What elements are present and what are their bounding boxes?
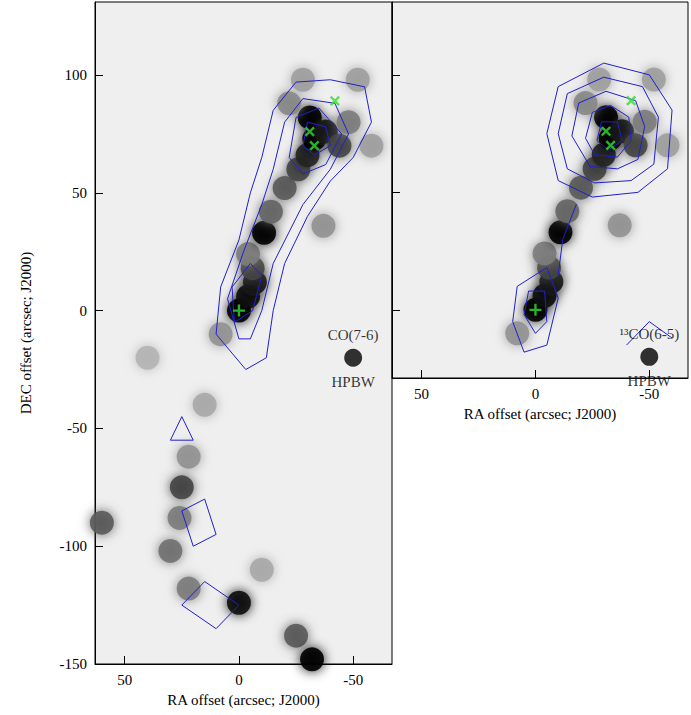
svg-text:RA offset (arcsec; J2000): RA offset (arcsec; J2000) <box>167 692 320 709</box>
svg-text:CO(7-6): CO(7-6) <box>328 327 379 344</box>
svg-text:0: 0 <box>80 303 88 319</box>
svg-text:-50: -50 <box>343 672 363 688</box>
svg-text:RA offset (arcsec; J2000): RA offset (arcsec; J2000) <box>464 406 617 423</box>
svg-text:DEC offset (arcsec; J2000): DEC offset (arcsec; J2000) <box>18 252 35 415</box>
svg-text:¹³CO(6-5): ¹³CO(6-5) <box>619 326 679 343</box>
svg-text:0: 0 <box>532 386 540 402</box>
svg-text:50: 50 <box>72 185 87 201</box>
svg-text:50: 50 <box>117 672 132 688</box>
svg-text:50: 50 <box>414 386 429 402</box>
svg-text:100: 100 <box>65 67 88 83</box>
svg-text:HPBW: HPBW <box>331 374 375 390</box>
svg-text:-50: -50 <box>639 385 660 402</box>
svg-text:-150: -150 <box>60 656 88 672</box>
svg-text:-50: -50 <box>67 420 87 436</box>
svg-text:HPBW: HPBW <box>628 373 672 389</box>
svg-text:0: 0 <box>235 672 243 688</box>
svg-text:-100: -100 <box>60 538 88 554</box>
